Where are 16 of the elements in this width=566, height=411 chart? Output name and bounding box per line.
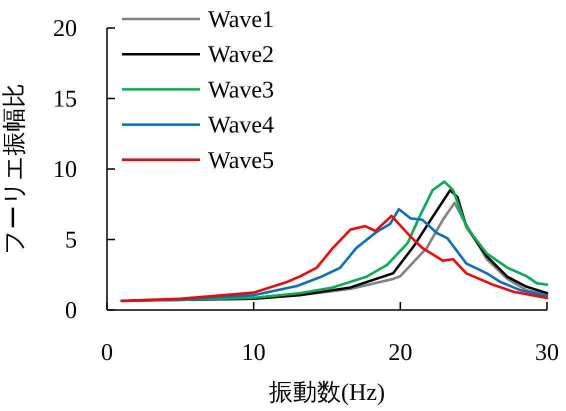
legend-label: Wave3	[208, 77, 274, 104]
x-tick-label: 10	[242, 340, 266, 366]
legend-label: Wave2	[208, 42, 274, 68]
y-axis-title: フーリエ振幅比	[2, 84, 28, 254]
y-tick-label: 0	[65, 298, 77, 324]
x-axis-title: 振動数(Hz)	[269, 380, 385, 406]
y-tick-label: 5	[65, 228, 77, 254]
legend-label: Wave4	[208, 112, 274, 139]
y-tick-label: 10	[53, 157, 77, 183]
y-tick-label: 20	[53, 16, 77, 42]
x-tick-label: 0	[101, 340, 113, 366]
y-tick-label: 15	[53, 86, 77, 112]
legend-label: Wave1	[208, 7, 274, 33]
legend-label: Wave5	[208, 148, 274, 174]
x-tick-label: 20	[388, 340, 412, 366]
x-tick-label: 30	[535, 340, 559, 366]
